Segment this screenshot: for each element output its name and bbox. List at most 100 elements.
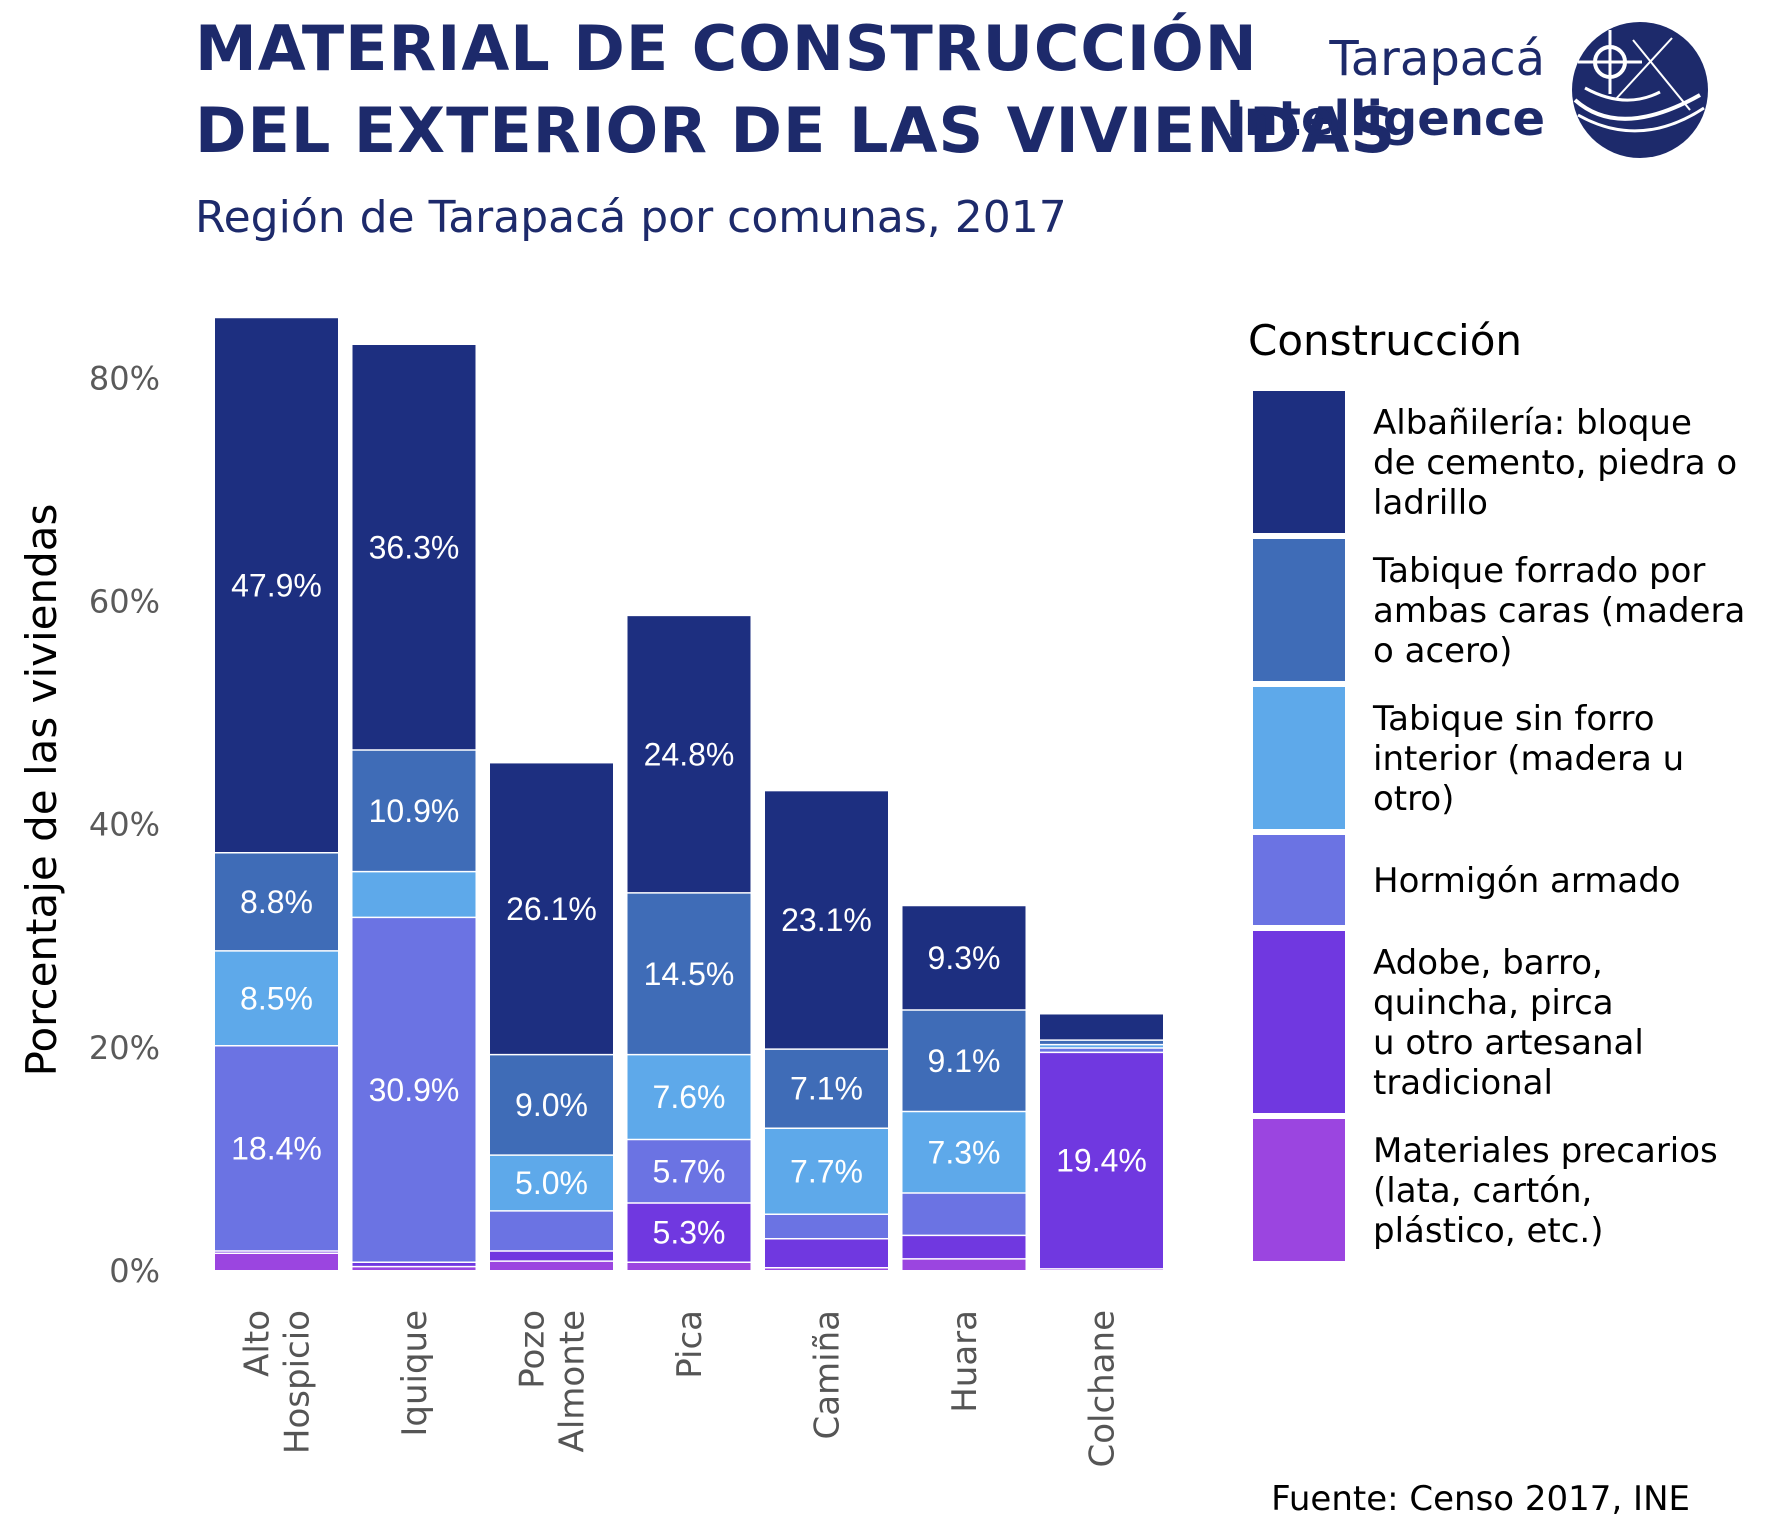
chart-title-line2: DEL EXTERIOR DE LAS VIVIENDAS <box>195 94 1396 167</box>
legend-label: Tabique forrado por <box>1372 551 1705 591</box>
bar-segment <box>902 1235 1026 1259</box>
bar-segment <box>352 345 476 751</box>
legend-label: plástico, etc.) <box>1373 1211 1603 1251</box>
bar-segment <box>1040 1052 1163 1269</box>
legend-label: Albañilería: bloque <box>1373 403 1692 443</box>
x-category-label: Iquique <box>395 1310 435 1437</box>
legend-label: de cemento, piedra o <box>1373 443 1737 483</box>
brand-globe-icon <box>1572 22 1708 158</box>
legend-label: o acero) <box>1373 631 1512 671</box>
x-category-label: Huara <box>945 1310 985 1413</box>
data-label: 23.1% <box>781 902 872 938</box>
bar-segment <box>490 763 613 1055</box>
bar-segment <box>215 318 338 853</box>
legend-swatch <box>1253 539 1345 681</box>
x-category-label: Alto <box>238 1310 278 1377</box>
legend-label: interior (madera u <box>1373 739 1684 779</box>
bar-segment <box>215 1253 338 1270</box>
legend-swatch <box>1253 687 1345 829</box>
data-label: 18.4% <box>231 1130 322 1166</box>
bar-segment <box>352 1262 476 1267</box>
legend-label: Adobe, barro, <box>1373 943 1603 983</box>
legend-label: tradicional <box>1373 1063 1553 1103</box>
data-label: 9.0% <box>515 1087 588 1123</box>
bar-segment <box>902 1010 1026 1112</box>
chart-title-line1: MATERIAL DE CONSTRUCCIÓN <box>195 12 1258 85</box>
x-category-label: Almonte <box>553 1310 593 1452</box>
data-label: 7.6% <box>653 1079 726 1115</box>
data-label: 8.8% <box>240 884 313 920</box>
bar-segment <box>352 750 476 872</box>
legend-swatch <box>1253 835 1345 925</box>
data-label: 5.3% <box>653 1215 726 1251</box>
bars-layer: 18.4% 8.5% 8.8% 47.9% 30.9% 10.9% 36.3% 5.0% 9.0… <box>215 318 1163 1270</box>
legend-label: Hormigón armado <box>1373 861 1681 901</box>
data-label: 9.3% <box>928 940 1001 976</box>
chart-subtitle: Región de Tarapacá por comunas, 2017 <box>195 192 1067 243</box>
data-label: 7.7% <box>790 1153 863 1189</box>
legend-label: u otro artesanal <box>1373 1023 1644 1063</box>
legend-label: Materiales precarios <box>1373 1131 1718 1171</box>
bar-segment <box>490 1251 613 1262</box>
bar-segment <box>215 852 338 951</box>
data-label: 5.7% <box>653 1153 726 1189</box>
legend-label: Tabique sin forro <box>1372 699 1655 739</box>
y-tick-label: 40% <box>89 806 160 844</box>
x-category-label: Pozo <box>513 1310 553 1389</box>
data-label: 7.1% <box>790 1071 863 1107</box>
data-label: 14.5% <box>644 956 735 992</box>
bar-segment <box>490 1210 613 1252</box>
bar-segment <box>627 616 751 893</box>
bar-segment <box>765 1049 888 1129</box>
bar-segment <box>902 906 1026 1011</box>
bar-segment <box>902 1111 1026 1194</box>
legend-label: (lata, cartón, <box>1373 1171 1592 1211</box>
bar-segment <box>215 1045 338 1252</box>
legend-label: quincha, pirca <box>1373 983 1614 1023</box>
bar-segment <box>627 892 751 1055</box>
bar-segment <box>352 1266 476 1270</box>
legend-title: Construcción <box>1248 316 1522 365</box>
bar-segment <box>627 1262 751 1270</box>
brand-name-line2: Intelligence <box>1226 91 1545 147</box>
data-label: 24.8% <box>644 737 735 773</box>
legend-swatch <box>1253 391 1345 533</box>
bar-segment <box>902 1193 1026 1236</box>
x-axis: Alto Hospicio Iquique Pozo Almonte Pica Camiña… <box>238 1310 1123 1468</box>
bar-segment <box>215 950 338 1046</box>
bar-segment <box>352 917 476 1263</box>
bar-segment <box>1040 1047 1163 1053</box>
data-label: 19.4% <box>1056 1143 1147 1179</box>
source-note: Fuente: Censo 2017, INE <box>1271 1479 1690 1519</box>
bar-segment <box>627 1139 751 1204</box>
x-category-label: Colchane <box>1083 1310 1123 1468</box>
data-label: 30.9% <box>369 1072 460 1108</box>
y-tick-label: 80% <box>89 359 160 397</box>
data-label: 47.9% <box>231 567 322 603</box>
data-label: 10.9% <box>369 793 460 829</box>
bar-segment <box>627 1203 751 1263</box>
bar-segment <box>765 791 888 1050</box>
bar-segment <box>1040 1014 1163 1041</box>
y-axis-label: Porcentaje de las viviendas <box>17 504 66 1077</box>
data-label: 9.1% <box>928 1043 1001 1079</box>
legend-label: ladrillo <box>1373 483 1488 523</box>
bar-segment <box>490 1054 613 1156</box>
bar-segment <box>1040 1044 1163 1048</box>
bar-segment <box>627 1054 751 1140</box>
x-category-label: Hospicio <box>278 1310 318 1454</box>
data-label: 5.0% <box>515 1165 588 1201</box>
bar-segment <box>765 1267 888 1270</box>
bar-segment <box>352 871 476 918</box>
data-label: 26.1% <box>506 891 597 927</box>
legend-label: otro) <box>1373 779 1454 819</box>
legend-swatch <box>1253 1119 1345 1261</box>
x-category-label: Camiña <box>808 1310 848 1440</box>
y-axis: 0% 20% 40% 60% 80% <box>89 359 160 1290</box>
data-label: 8.5% <box>240 980 313 1016</box>
brand-logo: Tarapacá Intelligence <box>1226 22 1708 158</box>
legend-label: ambas caras (madera <box>1373 591 1745 631</box>
data-label: 7.3% <box>928 1134 1001 1170</box>
